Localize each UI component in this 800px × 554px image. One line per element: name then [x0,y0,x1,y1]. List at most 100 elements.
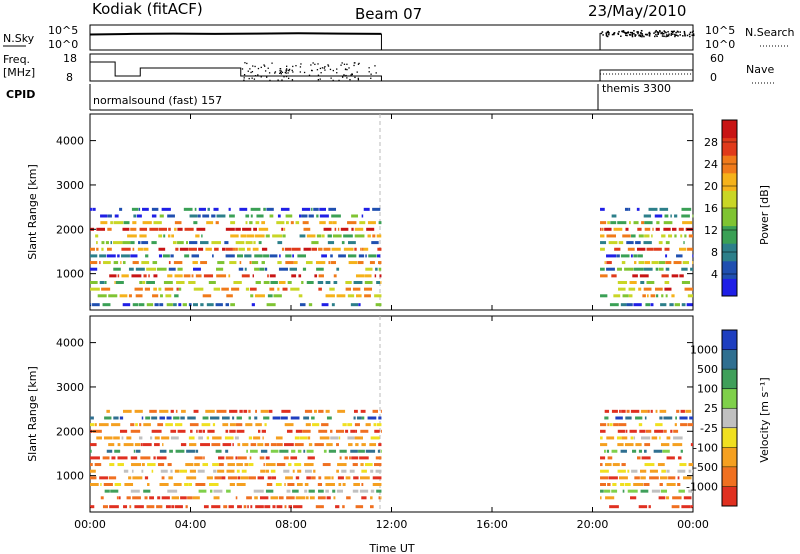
noise-search-point [692,30,694,32]
range-cell [336,469,339,473]
range-cell [606,267,615,271]
colorbar-swatch [722,278,737,297]
range-cell [177,241,184,245]
range-cell [264,505,271,509]
range-cell [117,463,124,467]
range-cell [135,423,138,427]
nave-point [348,67,350,69]
range-cell [306,476,311,480]
range-cell [605,496,615,500]
colorbar-tick-label: 100 [697,383,718,396]
range-cell [263,416,270,420]
nave-point [277,79,279,81]
range-cell [135,449,141,453]
nave-point [252,65,254,67]
noise-search-point [670,34,672,36]
range-cell [674,423,677,427]
range-cell [333,281,338,285]
range-cell [640,409,648,413]
range-cell [185,463,194,467]
range-cell [620,254,630,258]
noise-search-point [605,33,608,36]
range-cell [328,449,337,453]
range-cell [254,294,265,298]
range-cell [377,247,382,251]
range-cell [600,207,605,211]
noise-search-point [627,31,629,33]
range-cell [324,476,331,480]
range-cell [600,489,604,493]
range-cell [111,423,121,427]
range-cell [263,254,270,258]
range-cell [221,476,226,480]
range-cell [670,214,672,218]
range-cell [613,227,623,231]
range-cell [380,449,382,453]
nave-point [248,77,250,80]
nave-point [332,79,334,82]
range-cell [193,409,199,413]
range-cell [682,221,693,225]
range-cell [105,241,109,245]
range-cell [227,476,238,480]
range-cell [130,254,138,258]
range-cell [609,505,619,509]
range-cell [225,254,235,258]
range-cell [158,227,168,231]
range-cell [257,429,261,433]
range-cell [313,207,319,211]
range-cell [216,214,226,218]
range-cell [302,429,311,433]
range-cell [146,505,155,509]
range-cell [123,469,129,473]
colorbar-swatch [722,260,737,279]
range-cell [141,469,144,473]
range-cell [311,247,318,251]
noise-search-point [689,35,691,38]
nave-point [267,67,269,69]
range-cell [317,496,326,500]
range-cell [604,416,609,420]
range-cell [672,496,682,500]
noise-search-point [668,33,670,36]
range-cell [611,449,618,453]
range-cell [633,267,644,271]
range-cell [261,247,268,251]
colorbar-swatch [722,225,737,244]
nave-point [284,71,286,74]
range-cell [161,207,171,211]
range-cell [321,303,329,307]
noise-search-point [631,31,634,34]
range-cell [289,267,297,271]
range-cell [153,274,158,278]
range-cell [167,463,172,467]
range-cell [692,214,694,218]
noise-search-point [640,32,642,34]
range-cell [376,489,382,493]
noise-search-point [605,32,607,34]
noise-tick-right-bottom: 10^0 [705,38,735,51]
noise-search-point [655,29,657,32]
range-cell [221,416,230,420]
range-cell [353,416,356,420]
range-cell [287,281,292,285]
y-tick-label: 3000 [56,381,84,394]
range-cell [90,254,98,258]
noise-search-point [657,33,659,35]
range-cell [618,423,627,427]
range-cell [184,254,190,258]
noise-search-point [674,33,676,36]
noise-search-point [621,30,623,33]
range-cell [286,489,291,493]
range-cell [192,261,198,265]
noise-search-point [664,31,666,33]
range-cell [212,254,214,258]
range-cell [288,505,293,509]
range-cell [633,436,636,440]
colorbar-swatch [722,190,737,209]
range-cell [282,234,286,238]
range-cell [255,423,262,427]
range-cell [139,227,148,231]
nave-point [311,69,313,72]
range-cell [124,483,134,487]
